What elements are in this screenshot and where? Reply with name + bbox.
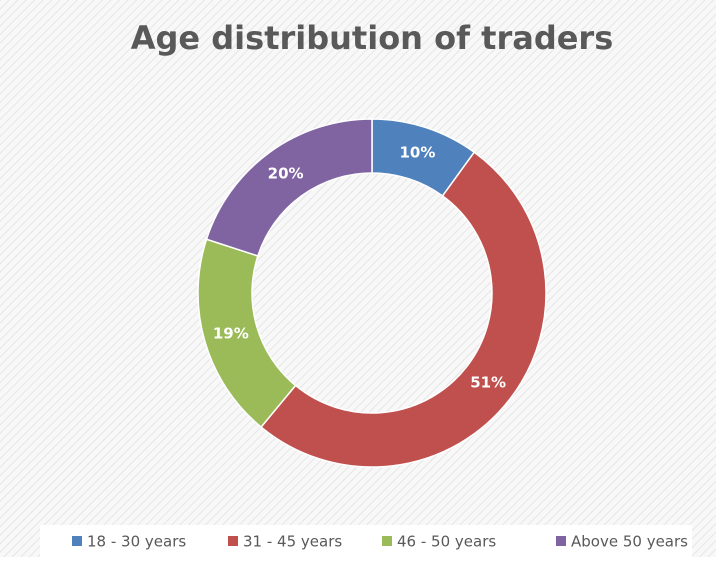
donut-segment xyxy=(260,151,547,468)
legend-swatch xyxy=(72,536,82,546)
legend-swatch xyxy=(382,536,392,546)
chart-title: Age distribution of traders xyxy=(131,19,614,57)
legend-swatch xyxy=(556,536,566,546)
donut-segment xyxy=(205,118,373,257)
legend-label: 31 - 45 years xyxy=(243,533,342,551)
data-label: 51% xyxy=(470,374,506,392)
data-label: 20% xyxy=(268,165,304,183)
legend-label: Above 50 years xyxy=(571,533,688,551)
legend-label: 18 - 30 years xyxy=(87,533,186,551)
legend-background xyxy=(40,525,692,557)
data-label: 19% xyxy=(213,325,249,343)
legend-swatch xyxy=(228,536,238,546)
data-label: 10% xyxy=(399,144,435,162)
legend-label: 46 - 50 years xyxy=(397,533,496,551)
